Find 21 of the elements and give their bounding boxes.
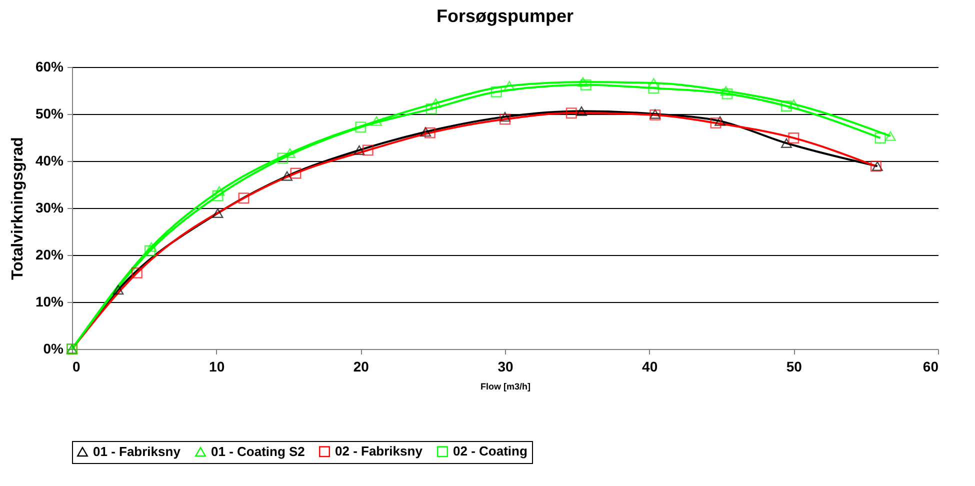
y-tick-label: 40% (35, 152, 64, 168)
y-tick-label: 20% (35, 246, 64, 262)
y-tick-label: 0% (43, 340, 64, 356)
legend-label: 01 - Fabriksny (93, 444, 182, 459)
x-tick-label: 10 (209, 358, 225, 374)
x-tick-label: 0 (72, 358, 80, 374)
y-tick-label: 10% (35, 294, 64, 310)
x-axis-title: Flow [m3/h] (480, 382, 530, 392)
y-axis-title: Totalvirkningsgrad (9, 137, 26, 280)
legend-label: 02 - Fabriksny (335, 444, 424, 459)
x-tick-label: 60 (922, 358, 939, 374)
legend-label: 02 - Coating (453, 444, 528, 459)
chart-title: Forsøgspumper (436, 6, 574, 26)
y-tick-label: 30% (35, 200, 64, 216)
x-tick-label: 30 (498, 358, 514, 374)
x-tick-label: 40 (642, 358, 658, 374)
x-tick-label: 20 (353, 358, 370, 374)
x-tick-label: 50 (786, 358, 802, 374)
legend-label: 01 - Coating S2 (211, 444, 305, 459)
y-tick-label: 50% (35, 106, 64, 122)
y-tick-label: 60% (35, 58, 64, 74)
